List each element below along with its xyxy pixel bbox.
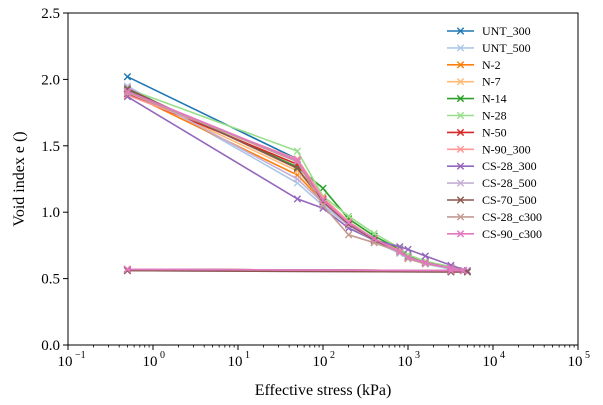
legend-marker — [456, 230, 465, 238]
data-point-marker — [319, 204, 327, 212]
data-point-marker — [344, 212, 353, 220]
data-point-marker — [447, 266, 455, 275]
legend-marker — [456, 94, 465, 103]
legend-item: CS-28_c300 — [447, 210, 542, 224]
legend-item: CS-70_500 — [447, 193, 537, 207]
x-tick-label: 10 — [398, 354, 413, 370]
data-point-marker — [123, 88, 132, 97]
legend-label: N-14 — [482, 92, 507, 106]
legend-marker — [456, 196, 465, 204]
x-tick-exponent: 3 — [415, 350, 420, 361]
data-point-marker — [293, 156, 302, 165]
legend-label: CS-90_c300 — [482, 227, 542, 241]
data-point-marker — [370, 229, 378, 238]
legend-label: N-7 — [482, 75, 501, 89]
x-tick-label: 10 — [483, 354, 498, 370]
legend-marker — [456, 61, 465, 69]
legend-label: CS-28_500 — [482, 176, 537, 190]
x-tick-exponent: 0 — [160, 350, 165, 361]
legend-marker — [456, 44, 465, 52]
x-tick-label: 10 — [313, 354, 328, 370]
data-point-marker — [293, 195, 302, 203]
data-point-marker — [421, 258, 430, 267]
x-tick-exponent: 4 — [500, 350, 505, 361]
data-point-marker — [123, 87, 132, 96]
y-tick-label: 1.0 — [41, 205, 60, 221]
x-tick-label: 10 — [58, 354, 73, 370]
data-point-marker — [421, 252, 430, 260]
data-point-marker — [396, 248, 404, 256]
data-point-marker — [404, 245, 412, 254]
y-tick-label: 2.5 — [41, 6, 60, 22]
legend-item: UNT_300 — [447, 24, 531, 38]
data-point-marker — [344, 220, 353, 228]
legend-label: N-90_300 — [482, 142, 531, 156]
legend-label: CS-28_c300 — [482, 210, 542, 224]
data-point-marker — [319, 201, 327, 210]
legend-label: UNT_500 — [482, 41, 531, 55]
legend-marker — [456, 145, 465, 153]
legend-item: CS-28_300 — [447, 159, 537, 173]
legend-marker — [456, 128, 465, 137]
series-line — [127, 87, 469, 273]
legend-item: N-50 — [447, 125, 507, 139]
y-tick-label: 0.5 — [41, 272, 60, 288]
series-line — [127, 87, 465, 272]
legend-label: N-50 — [482, 125, 507, 139]
series-cs-90-c300 — [123, 87, 468, 275]
data-point-marker — [344, 219, 353, 227]
legend-item: N-2 — [447, 58, 501, 72]
legend-item: CS-90_c300 — [447, 227, 542, 241]
legend-marker — [456, 78, 465, 86]
data-point-marker — [447, 264, 455, 272]
data-point-marker — [123, 73, 132, 81]
legend-marker — [456, 111, 465, 120]
legend-label: N-2 — [482, 58, 501, 72]
x-tick-exponent: 2 — [330, 350, 335, 361]
legend-label: UNT_300 — [482, 24, 531, 38]
legend-item: UNT_500 — [447, 41, 531, 55]
legend-label: N-28 — [482, 109, 507, 123]
data-point-marker — [396, 243, 404, 251]
legend-item: N-28 — [447, 109, 507, 123]
x-axis-label: Effective stress (kPa) — [255, 382, 392, 399]
legend-item: CS-28_500 — [447, 176, 537, 190]
x-tick-exponent: 1 — [245, 350, 250, 361]
series-layer — [123, 73, 472, 276]
y-tick-label: 0.0 — [41, 338, 60, 354]
legend: UNT_300 UNT_500 N-2 N-7 N-14 N-28 N-50 N-90_300… — [447, 24, 542, 241]
series-line — [127, 94, 465, 272]
data-point-marker — [293, 147, 302, 155]
y-axis-label: Void index e () — [11, 131, 28, 226]
data-point-marker — [344, 231, 353, 239]
data-point-marker — [123, 266, 132, 275]
x-tick-exponent: 5 — [585, 350, 590, 361]
legend-item: N-90_300 — [447, 142, 531, 156]
y-tick-label: 2.0 — [41, 72, 60, 88]
legend-item: N-14 — [447, 92, 507, 106]
legend-marker — [456, 162, 465, 170]
x-tick-label: 10 — [143, 354, 158, 370]
legend-label: CS-28_300 — [482, 159, 537, 173]
data-point-marker — [293, 175, 302, 183]
data-point-marker — [123, 265, 132, 273]
axis-ticks: 10 −1 10 0 10 1 10 2 10 3 10 4 10 50.00.51.01.52.02.5 — [41, 6, 590, 370]
legend-marker — [456, 213, 465, 221]
series-line — [127, 90, 465, 272]
legend-marker — [456, 27, 465, 35]
legend-marker — [456, 179, 465, 187]
data-point-marker — [370, 235, 378, 243]
x-tick-label: 10 — [228, 354, 243, 370]
data-point-marker — [319, 184, 327, 192]
data-point-marker — [319, 196, 327, 204]
data-point-marker — [404, 253, 412, 262]
legend-label: CS-70_500 — [482, 193, 537, 207]
series-n-90-300 — [123, 91, 468, 275]
legend-item: N-7 — [447, 75, 501, 89]
data-point-marker — [459, 266, 468, 275]
y-tick-label: 1.5 — [41, 139, 60, 155]
x-tick-label: 10 — [568, 354, 583, 370]
x-tick-exponent: −1 — [75, 350, 86, 361]
